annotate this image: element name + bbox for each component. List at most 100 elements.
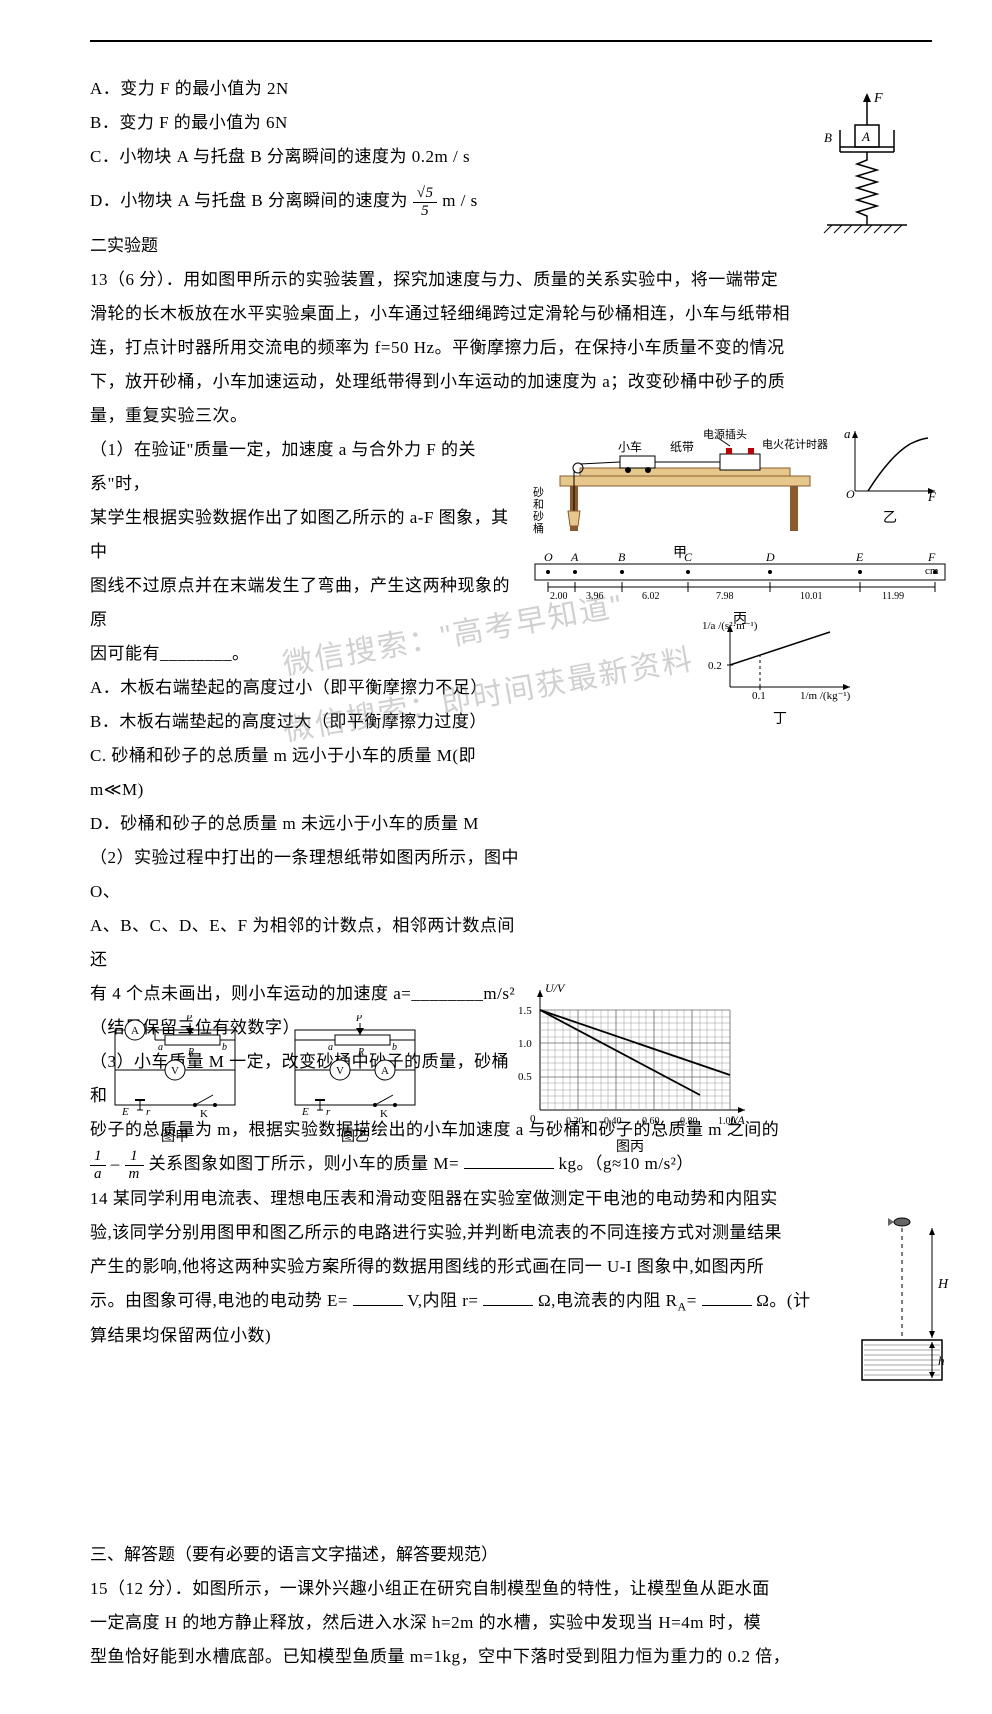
frac-d-den: 5 <box>413 203 438 220</box>
frac-1m-num: 1 <box>125 1148 144 1166</box>
q13-l3: 连，打点计时器所用交流电的频率为 f=50 Hz。平衡摩擦力后，在保持小车质量不… <box>90 331 860 365</box>
frac-d: √5 5 <box>413 185 438 219</box>
q13s1-optC: C. 砂桶和砂子的总质量 m 远小于小车的质量 M(即 m≪M) <box>90 739 520 807</box>
label-sand3: 砂 <box>533 510 544 523</box>
ui-ylabel: U/V <box>545 981 566 995</box>
q13s1-l4: 因可能有________。 <box>90 637 520 671</box>
tape-B: B <box>618 552 626 564</box>
spring-figure: F A B <box>772 90 912 260</box>
c2-r: r <box>326 1106 331 1118</box>
q13s1-optA: A．木板右端垫起的高度过小（即平衡摩擦力不足） <box>90 671 520 705</box>
q13-l4: 下，放开砂桶，小车加速运动，处理纸带得到小车运动的加速度为 a；改变砂桶中砂子的… <box>90 365 860 399</box>
q14-l3: 产生的影响,他将这两种实验方案所得的数据用图线的形式画在同一 U-I 图象中,如… <box>90 1250 860 1284</box>
tape-C: C <box>684 552 693 564</box>
ui-origin: 0 <box>530 1113 536 1125</box>
label-power: 电源插头 <box>703 427 747 441</box>
am-svg: 0.2 0.1 1/a /(s²·m⁻¹) 1/m /(kg⁻¹) <box>700 617 860 702</box>
option-d-prefix: D．小物块 A 与托盘 B 分离瞬间的速度为 <box>90 191 413 210</box>
circ1-svg: A P a b R V E r K <box>100 1015 250 1120</box>
af-svg: O a F <box>840 426 940 501</box>
circ2-svg: P a b R V A E r K <box>280 1015 430 1120</box>
label-sand4: 桶 <box>533 521 544 535</box>
q13s1-l4-text: 因可能有________。 <box>90 644 250 663</box>
tape-F: F <box>927 552 936 564</box>
fish-figure: H h <box>852 1210 952 1390</box>
q14-p3: Ω,电流表的内阻 R <box>538 1291 677 1310</box>
label-timer: 电火花计时器 <box>762 438 828 451</box>
ui-y1: 1.0 <box>518 1038 532 1050</box>
q13s2-l2: A、B、C、D、E、F 为相邻的计数点，相邻两计数点间还 <box>90 909 520 977</box>
cap-af: 乙 <box>840 507 940 527</box>
c2-V: V <box>336 1065 344 1077</box>
c1-r: r <box>146 1106 151 1118</box>
label-A: A <box>861 129 870 144</box>
spring-svg: F A B <box>772 90 912 260</box>
option-c-text: C．小物块 A 与托盘 B 分离瞬间的速度为 0.2m / s <box>90 147 470 166</box>
tape-E: E <box>855 552 864 564</box>
q14-l5: 算结果均保留两位小数) <box>90 1319 860 1353</box>
q13s1-optB: B．木板右端垫起的高度过大（即平衡摩擦力过度） <box>90 705 520 739</box>
c1-P: P <box>185 1015 192 1024</box>
fish-h: h <box>938 1353 945 1368</box>
q13s2-l3: 有 4 个点未画出，则小车运动的加速度 a=________m/s² <box>90 977 520 1011</box>
c1-a: a <box>158 1042 163 1053</box>
label-sand2: 和 <box>533 498 544 511</box>
table-svg: 小车 纸带 电源插头 电火花计时器 砂 和 砂 桶 <box>530 426 830 536</box>
q13s1-l1: （1）在验证"质量一定，加速度 a 与合外力 F 的关系"时， <box>90 433 520 501</box>
cap-c2: 图乙 <box>280 1126 430 1146</box>
tape-D: D <box>765 552 775 564</box>
q13-l2: 滑轮的长木板放在水平实验桌面上，小车通过轻细绳跨过定滑轮与砂桶相连，小车与纸带相 <box>90 297 860 331</box>
q15-l3: 型鱼恰好能到水槽底部。已知模型鱼质量 m=1kg，空中下落时受到阻力恒为重力的 … <box>90 1640 830 1674</box>
label-sand1: 砂 <box>533 486 544 499</box>
c2-R: R <box>357 1047 364 1058</box>
ui-y0: 0.5 <box>518 1071 532 1083</box>
option-a-text: A．变力 F 的最小值为 2N <box>90 79 289 98</box>
option-b-text: B．变力 F 的最小值为 6N <box>90 113 288 132</box>
cap-am: 丁 <box>700 708 860 728</box>
am-xlabel: 1/m /(kg⁻¹) <box>800 690 851 702</box>
tape-svg: O A B C D E F cm 2.00 3.96 <box>530 552 950 602</box>
tape-figure: O A B C D E F cm 2.00 3.96 <box>530 552 950 612</box>
blank-E <box>353 1288 403 1306</box>
ui-x4: 1.00 <box>718 1116 736 1127</box>
ui-x3: 0.80 <box>680 1116 698 1127</box>
q13s1-l3: 图线不过原点并在末端发生了弯曲，产生这两种现象的原 <box>90 569 520 637</box>
af-figure: O a F 乙 <box>840 426 940 516</box>
q13s3-end-prefix: 关系图象如图丁所示，则小车的质量 M= <box>149 1154 459 1173</box>
q13s1-optD: D．砂桶和砂子的总质量 m 未远小于小车的质量 M <box>90 807 520 841</box>
q14-p1: 示。由图象可得,电池的电动势 E= <box>90 1291 348 1310</box>
label-car: 小车 <box>618 439 642 454</box>
dash: – <box>111 1154 125 1173</box>
tape-A: A <box>570 552 579 564</box>
q13-sub1-opts: A．木板右端垫起的高度过小（即平衡摩擦力不足） B．木板右端垫起的高度过大（即平… <box>90 671 520 841</box>
q15: 15（12 分）．如图所示，一课外兴趣小组正在研究自制模型鱼的特性，让模型鱼从距… <box>90 1572 830 1674</box>
tape-d1: 3.96 <box>586 591 604 602</box>
c2-a: a <box>328 1042 333 1053</box>
frac-1m: 1 m <box>125 1148 144 1182</box>
q14-l4: 示。由图象可得,电池的电动势 E= V,内阻 r= Ω,电流表的内阻 RA= Ω… <box>90 1284 860 1318</box>
label-F: F <box>873 91 883 106</box>
cap-c1: 图甲 <box>100 1126 250 1146</box>
c2-A: A <box>381 1065 389 1077</box>
figures-row <box>90 1353 932 1528</box>
q14-p2: V,内阻 r= <box>407 1291 478 1310</box>
page: A．变力 F 的最小值为 2N B．变力 F 的最小值为 6N C．小物块 A … <box>0 0 992 1714</box>
frac-1a-den: a <box>90 1166 106 1183</box>
am-yval: 0.2 <box>708 660 722 672</box>
ui-x2: 0.60 <box>642 1116 660 1127</box>
af-origin: O <box>846 487 855 501</box>
c2-E: E <box>301 1106 309 1118</box>
label-B: B <box>824 130 832 145</box>
frac-1a: 1 a <box>90 1148 106 1182</box>
section-3-head: 三、解答题（要有必要的语言文字描述，解答要规范） <box>90 1538 932 1572</box>
q14-p5: Ω。(计 <box>756 1291 810 1310</box>
q15-l1: 15（12 分）．如图所示，一课外兴趣小组正在研究自制模型鱼的特性，让模型鱼从距… <box>90 1572 830 1606</box>
c1-A: A <box>131 1025 139 1037</box>
ui-x0: 0.20 <box>566 1116 584 1127</box>
af-xlabel: F <box>927 489 937 501</box>
q15-l2: 一定高度 H 的地方静止释放，然后进入水深 h=2m 的水槽，实验中发现当 H=… <box>90 1606 830 1640</box>
frac-1m-den: m <box>125 1166 144 1183</box>
cap-ui: 图丙 <box>500 1136 760 1156</box>
q13-sub1: （1）在验证"质量一定，加速度 a 与合外力 F 的关系"时， 某学生根据实验数… <box>90 433 520 671</box>
tape-unit: cm <box>925 565 939 577</box>
